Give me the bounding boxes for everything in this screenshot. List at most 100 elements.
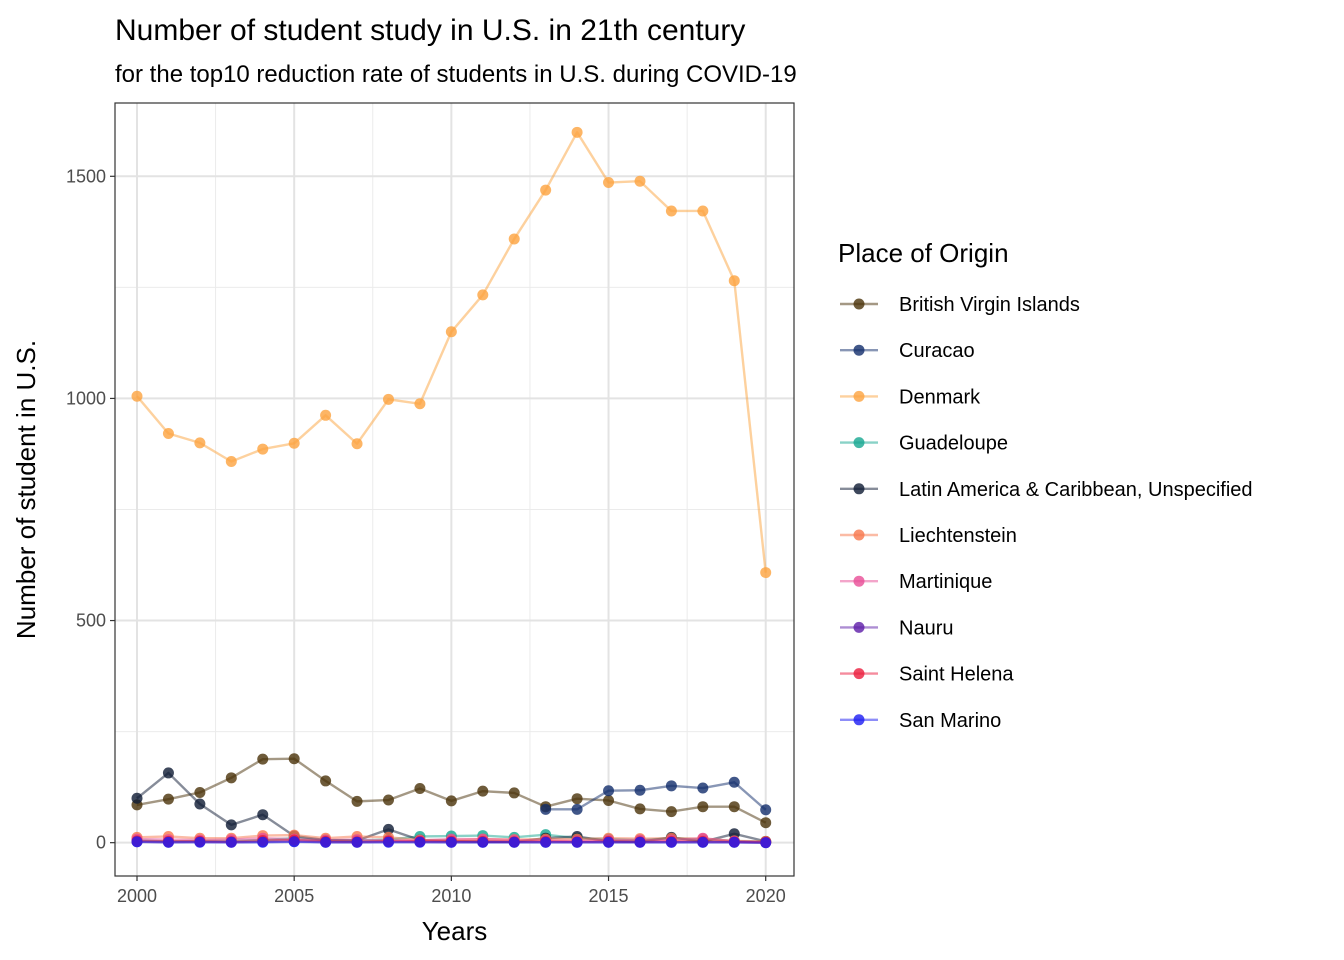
plot-panel bbox=[115, 103, 794, 876]
legend-label-curacao: Curacao bbox=[899, 340, 975, 362]
data-point-denmark bbox=[571, 126, 583, 138]
data-point-denmark bbox=[320, 409, 332, 421]
legend-label-denmark: Denmark bbox=[899, 386, 981, 408]
x-tick-label: 2000 bbox=[117, 886, 157, 906]
data-point-british-virgin-islands bbox=[382, 794, 394, 806]
legend-key-point-denmark bbox=[853, 390, 865, 402]
data-point-san-marino bbox=[257, 836, 269, 848]
data-point-curacao bbox=[571, 803, 583, 815]
data-point-san-marino bbox=[288, 836, 300, 848]
plot-border bbox=[114, 102, 795, 877]
data-point-curacao bbox=[540, 803, 552, 815]
legend-key-point-martinique bbox=[853, 575, 865, 587]
legend-label-martinique: Martinique bbox=[899, 571, 992, 593]
data-point-british-virgin-islands bbox=[225, 772, 237, 784]
data-point-british-virgin-islands bbox=[760, 817, 772, 829]
data-point-curacao bbox=[760, 804, 772, 816]
data-point-denmark bbox=[634, 175, 646, 187]
data-point-british-virgin-islands bbox=[445, 795, 457, 807]
data-point-san-marino bbox=[351, 836, 363, 848]
data-point-british-virgin-islands bbox=[571, 793, 583, 805]
data-point-british-virgin-islands bbox=[414, 782, 426, 794]
data-point-san-marino bbox=[697, 836, 709, 848]
data-point-curacao bbox=[665, 780, 677, 792]
legend-key-point-guadeloupe bbox=[853, 437, 865, 449]
data-point-denmark bbox=[257, 443, 269, 455]
data-point-san-marino bbox=[571, 836, 583, 848]
x-tick-label: 2020 bbox=[746, 886, 786, 906]
data-point-san-marino bbox=[414, 836, 426, 848]
data-point-denmark bbox=[225, 456, 237, 468]
data-point-british-virgin-islands bbox=[508, 787, 520, 799]
data-point-latin-america-caribbean-unspecified bbox=[382, 823, 394, 835]
data-point-british-virgin-islands bbox=[162, 793, 174, 805]
data-point-latin-america-caribbean-unspecified bbox=[131, 792, 143, 804]
data-point-san-marino bbox=[508, 836, 520, 848]
data-point-denmark bbox=[477, 289, 489, 301]
x-axis: 2000 2005 2010 2015 2020 bbox=[117, 876, 786, 906]
data-point-denmark bbox=[540, 184, 552, 196]
y-tick-label: 500 bbox=[76, 611, 106, 631]
series-layer bbox=[131, 126, 772, 849]
data-point-british-virgin-islands bbox=[320, 775, 332, 787]
legend-key-point-saint-helena bbox=[853, 668, 865, 680]
x-tick-label: 2010 bbox=[431, 886, 471, 906]
legend-key-point-curacao bbox=[853, 344, 865, 356]
data-point-denmark bbox=[382, 393, 394, 405]
legend-items: British Virgin Islands Curacao Denmark Guad… bbox=[840, 294, 1253, 732]
legend-key-point-british-virgin-islands bbox=[853, 298, 865, 310]
y-axis: 0 500 1000 1500 bbox=[66, 166, 115, 853]
data-point-denmark bbox=[697, 205, 709, 217]
data-point-denmark bbox=[445, 326, 457, 338]
data-point-curacao bbox=[634, 784, 646, 796]
data-point-denmark bbox=[162, 428, 174, 440]
data-point-denmark bbox=[131, 390, 143, 402]
data-point-denmark bbox=[414, 398, 426, 410]
data-point-san-marino bbox=[634, 836, 646, 848]
data-point-british-virgin-islands bbox=[603, 794, 615, 806]
data-point-san-marino bbox=[194, 836, 206, 848]
data-point-british-virgin-islands bbox=[697, 801, 709, 813]
chart-title: Number of student study in U.S. in 21th … bbox=[115, 14, 745, 47]
legend-label-latin-america-caribbean-unspecified: Latin America & Caribbean, Unspecified bbox=[899, 479, 1253, 501]
data-point-british-virgin-islands bbox=[634, 803, 646, 815]
data-point-british-virgin-islands bbox=[351, 795, 363, 807]
y-tick-label: 0 bbox=[96, 833, 106, 853]
data-point-british-virgin-islands bbox=[477, 785, 489, 797]
data-point-denmark bbox=[508, 233, 520, 245]
legend-key-point-liechtenstein bbox=[853, 529, 865, 541]
x-tick-label: 2005 bbox=[274, 886, 314, 906]
grid-lines bbox=[115, 103, 794, 876]
data-point-san-marino bbox=[728, 836, 740, 848]
legend-label-san-marino: San Marino bbox=[899, 710, 1001, 732]
y-tick-label: 1000 bbox=[66, 388, 106, 408]
y-axis-title: Number of student in U.S. bbox=[11, 340, 41, 639]
data-point-latin-america-caribbean-unspecified bbox=[162, 767, 174, 779]
data-point-denmark bbox=[665, 205, 677, 217]
data-point-san-marino bbox=[603, 836, 615, 848]
x-axis-title: Years bbox=[422, 916, 488, 946]
legend-key-point-latin-america-caribbean-unspecified bbox=[853, 483, 865, 495]
data-point-latin-america-caribbean-unspecified bbox=[257, 809, 269, 821]
legend-key-point-nauru bbox=[853, 621, 865, 633]
y-tick-label: 1500 bbox=[66, 166, 106, 186]
data-point-denmark bbox=[603, 177, 615, 189]
legend-label-saint-helena: Saint Helena bbox=[899, 664, 1014, 686]
data-point-british-virgin-islands bbox=[728, 801, 740, 813]
legend-key-point-san-marino bbox=[853, 714, 865, 726]
data-point-san-marino bbox=[382, 836, 394, 848]
data-point-british-virgin-islands bbox=[665, 806, 677, 818]
data-point-san-marino bbox=[131, 836, 143, 848]
data-point-british-virgin-islands bbox=[257, 753, 269, 765]
legend-label-guadeloupe: Guadeloupe bbox=[899, 433, 1008, 455]
data-point-british-virgin-islands bbox=[194, 786, 206, 798]
legend-label-nauru: Nauru bbox=[899, 617, 953, 639]
data-point-san-marino bbox=[760, 837, 772, 849]
data-point-san-marino bbox=[320, 836, 332, 848]
chart-subtitle: for the top10 reduction rate of students… bbox=[115, 61, 797, 88]
data-point-denmark bbox=[760, 567, 772, 579]
data-point-denmark bbox=[351, 438, 363, 450]
data-point-curacao bbox=[728, 776, 740, 788]
data-point-british-virgin-islands bbox=[288, 753, 300, 765]
